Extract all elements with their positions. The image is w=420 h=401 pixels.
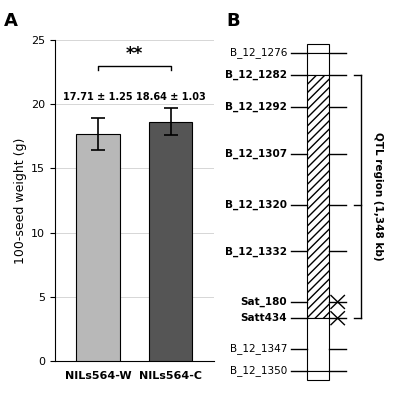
Text: **: ** [126,45,143,63]
Bar [307,318,329,371]
Bar [76,134,120,361]
Y-axis label: 100-seed weight (g): 100-seed weight (g) [13,137,26,264]
Text: Satt434: Satt434 [241,313,287,323]
Text: B_12_1276: B_12_1276 [230,47,287,59]
Bar [307,75,329,318]
Text: B: B [227,12,240,30]
Text: 17.71 ± 1.25: 17.71 ± 1.25 [63,92,133,102]
Text: B_12_1282: B_12_1282 [225,69,287,80]
Text: Sat_180: Sat_180 [241,297,287,307]
Bar [307,53,329,75]
Text: B_12_1307: B_12_1307 [225,149,287,159]
Text: B_12_1332: B_12_1332 [225,246,287,257]
Text: B_12_1347: B_12_1347 [230,343,287,354]
Bar [307,44,329,53]
Text: B_12_1320: B_12_1320 [225,199,287,210]
Bar [307,371,329,379]
Text: QTL region (1,348 kb): QTL region (1,348 kb) [373,132,383,261]
Text: A: A [4,12,18,30]
Text: B_12_1350: B_12_1350 [230,365,287,376]
Text: B_12_1292: B_12_1292 [226,102,287,112]
Text: 18.64 ± 1.03: 18.64 ± 1.03 [136,92,205,102]
Bar [149,122,192,361]
